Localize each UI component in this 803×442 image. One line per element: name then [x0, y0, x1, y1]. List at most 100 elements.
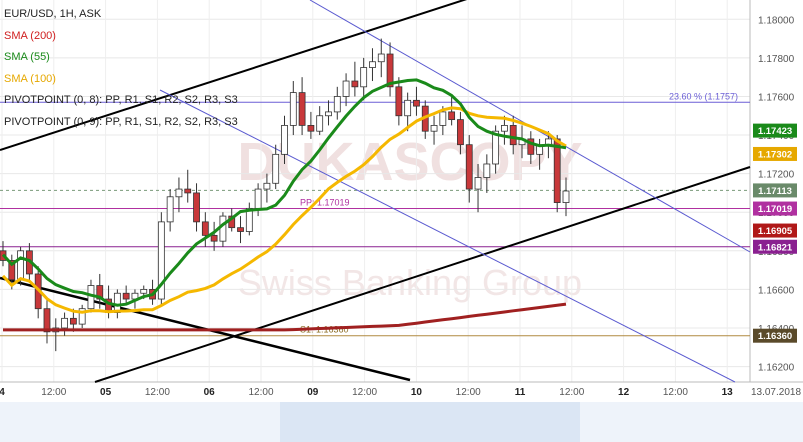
candle-body	[122, 292, 130, 300]
candle-body	[492, 130, 500, 165]
candle-body	[193, 192, 200, 223]
x-tick-label: 12:00	[248, 387, 273, 398]
candle-body	[219, 215, 227, 242]
sma-100-line	[1, 106, 567, 314]
x-tick-label: 13.07.2018	[751, 387, 801, 398]
price-label-text: 1.17302	[758, 149, 792, 160]
candle-body	[509, 125, 517, 146]
chart-legend: EUR/USD, 1H, ASK SMA (200) SMA (55) SMA …	[4, 4, 238, 133]
y-tick-label: 1.16600	[758, 285, 795, 296]
candle-body	[43, 308, 51, 333]
x-tick-label: 12:00	[41, 387, 66, 398]
candle-body	[175, 188, 183, 198]
fib-level-label: 23.60 % (1.1757)	[669, 91, 738, 101]
x-tick-label: 12:00	[456, 387, 481, 398]
candle-body	[527, 138, 535, 155]
price-label-text: 1.17019	[758, 204, 792, 215]
candle-body	[465, 144, 473, 190]
x-tick-label: 4	[0, 387, 5, 398]
watermark-subtext: Swiss Banking Group	[238, 262, 582, 303]
x-tick-label: 06	[204, 387, 216, 398]
candle-body	[96, 285, 104, 300]
price-label-box	[753, 146, 797, 161]
x-tick-label: 05	[100, 387, 112, 398]
candle-body	[61, 317, 68, 329]
candle-body	[386, 53, 394, 88]
y-tick-label: 1.17800	[758, 54, 795, 65]
candle-body	[457, 119, 464, 146]
candle-body	[413, 99, 420, 107]
candle-body	[298, 92, 306, 126]
candle-body	[272, 153, 280, 184]
candle-body	[166, 196, 174, 223]
candle-body	[351, 80, 359, 88]
candle-body	[333, 96, 341, 113]
trendline-upper	[0, 0, 468, 151]
legend-sma-100: SMA (100)	[4, 72, 56, 85]
candle-body	[325, 111, 332, 117]
candle-body	[307, 125, 315, 132]
candle-body	[553, 138, 561, 203]
price-label-box	[753, 123, 797, 138]
x-tick-label: 12:00	[352, 387, 377, 398]
x-tick-label: 09	[307, 387, 319, 398]
candle-body	[78, 308, 86, 325]
sma-55-line	[1, 78, 567, 307]
price-label-box	[753, 328, 797, 343]
candle-body	[430, 125, 438, 132]
candle-body	[245, 207, 253, 232]
y-tick-label: 1.16200	[758, 363, 795, 374]
price-label-box	[753, 201, 797, 216]
price-label-text: 1.17423	[758, 126, 792, 137]
x-tick-label: 10	[411, 387, 423, 398]
x-tick-label: 12:00	[559, 387, 584, 398]
candle-body	[254, 188, 262, 209]
candle-body	[439, 111, 447, 126]
candle-body	[342, 80, 350, 97]
candle-body	[289, 92, 297, 126]
price-label-text: 1.16821	[758, 242, 793, 253]
x-tick-label: 11	[515, 387, 526, 398]
legend-symbol: EUR/USD, 1H, ASK	[4, 8, 102, 20]
candle-body	[395, 86, 403, 117]
candle-body	[140, 288, 148, 294]
candle-body	[8, 260, 16, 281]
x-tick-label: 13	[722, 387, 734, 398]
candle-body	[369, 61, 376, 68]
candle-body	[263, 182, 271, 190]
price-label-box	[753, 183, 797, 198]
legend-sma-55: SMA (55)	[4, 51, 50, 63]
x-tick-label: 12:00	[663, 387, 688, 398]
candle-body	[210, 234, 218, 242]
channel-line-lower	[159, 89, 736, 383]
y-tick-label: 1.18000	[758, 15, 795, 26]
candle-body	[360, 67, 368, 88]
price-label-text: 1.17113	[758, 186, 792, 197]
candle-body	[237, 227, 244, 232]
candle-body	[404, 99, 412, 117]
x-tick-label: 12	[618, 387, 630, 398]
legend-sma-200: SMA (200)	[4, 29, 56, 42]
price-label-box	[753, 239, 797, 254]
candle-body	[448, 111, 456, 121]
legend-pivot-8: PIVOTPOINT (0, 8): PP, R1, S1, R2, S2, R…	[4, 94, 238, 106]
price-label-text: 1.16905	[758, 226, 793, 237]
candle-body	[69, 317, 77, 325]
navigator-window	[280, 402, 580, 442]
candle-body	[377, 53, 385, 63]
y-tick-label: 1.17600	[758, 92, 795, 103]
y-tick-label: 1.17200	[758, 170, 795, 181]
legend-pivot-9: PIVOTPOINT (0, 9): PP, R1, S1, R2, S2, R…	[4, 115, 238, 128]
trendline-support	[94, 166, 751, 383]
price-label-text: 1.16360	[758, 331, 792, 342]
candle-body	[17, 250, 24, 281]
candle-body	[184, 188, 192, 194]
candle-body	[501, 125, 508, 132]
candle-body	[483, 163, 491, 178]
candle-body	[562, 190, 570, 203]
pp-level-label: PP: 1.17019	[300, 198, 350, 208]
x-tick-label: 12:00	[145, 387, 170, 398]
sma-200-line	[3, 302, 567, 332]
